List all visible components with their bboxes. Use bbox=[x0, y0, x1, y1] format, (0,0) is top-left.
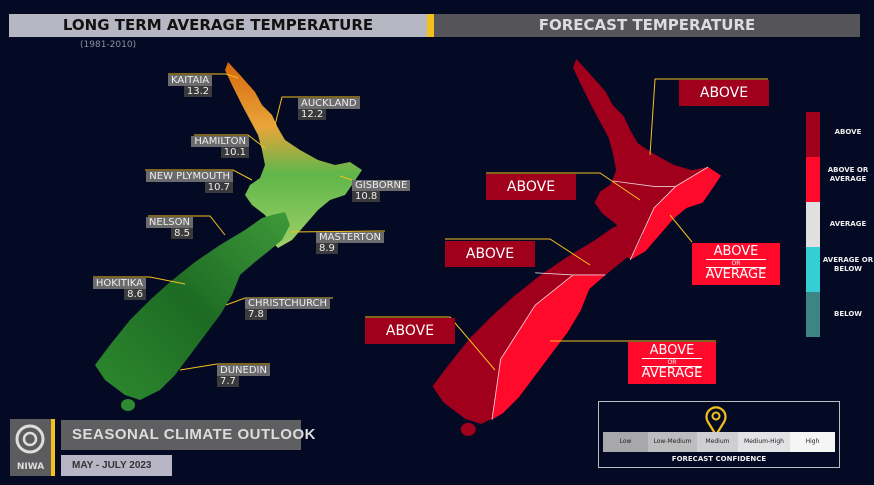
legend-swatch-average bbox=[806, 202, 820, 247]
city-name: NEW PLYMOUTH bbox=[146, 171, 233, 182]
north-island bbox=[225, 62, 362, 248]
forecast-label-east-south-island: ABOVE OR AVERAGE bbox=[628, 342, 716, 384]
city-value: 8.9 bbox=[316, 243, 338, 254]
right-title: FORECAST TEMPERATURE bbox=[434, 14, 860, 37]
city-name: AUCKLAND bbox=[298, 98, 360, 109]
city-value: 8.5 bbox=[171, 228, 193, 239]
ltat-map bbox=[95, 62, 362, 411]
title-divider bbox=[427, 14, 434, 37]
city-name: DUNEDIN bbox=[217, 365, 270, 376]
confidence-title: FORECAST CONFIDENCE bbox=[671, 455, 767, 463]
forecast-confidence: Low Low-Medium Medium Medium-High High F… bbox=[598, 401, 840, 468]
forecast-label-north: ABOVE bbox=[679, 80, 769, 106]
legend-swatch-below bbox=[806, 292, 820, 337]
confidence-high: High bbox=[790, 432, 835, 452]
forecast-map bbox=[432, 58, 721, 436]
city-label-nelson: NELSON 8.5 bbox=[145, 217, 193, 239]
city-label-hokitika: HOKITIKA 8.6 bbox=[92, 278, 146, 300]
left-title: LONG TERM AVERAGE TEMPERATURE bbox=[9, 14, 427, 37]
confidence-low-medium: Low-Medium bbox=[648, 432, 697, 452]
confidence-medium: Medium bbox=[697, 432, 738, 452]
legend-colorbar bbox=[806, 112, 820, 337]
legend-swatch-average-or-below bbox=[806, 247, 820, 292]
city-value: 13.2 bbox=[183, 86, 213, 97]
city-name: MASTERTON bbox=[316, 232, 384, 243]
city-label-hamilton: HAMILTON 10.1 bbox=[191, 136, 249, 158]
niwa-swirl-icon bbox=[15, 424, 45, 454]
forecast-label-east-north-island: ABOVE OR AVERAGE bbox=[692, 243, 780, 285]
city-value: 7.8 bbox=[245, 309, 267, 320]
forecast-label-north-south-island: ABOVE bbox=[445, 241, 535, 267]
label-top: ABOVE bbox=[649, 343, 695, 358]
legend-swatch-above bbox=[806, 112, 820, 157]
label-or: OR bbox=[642, 358, 702, 367]
legend-swatch-above-or-average bbox=[806, 157, 820, 202]
city-value: 10.8 bbox=[352, 191, 381, 202]
city-value: 10.1 bbox=[220, 147, 249, 158]
legend-label: AVERAGE bbox=[829, 220, 867, 228]
city-name: HAMILTON bbox=[191, 136, 249, 147]
legend-label: BELOW bbox=[834, 310, 862, 318]
south-island-east-forecast bbox=[492, 274, 606, 420]
city-label-gisborne: GISBORNE 10.8 bbox=[352, 180, 411, 202]
city-name: GISBORNE bbox=[352, 180, 411, 191]
confidence-low: Low bbox=[603, 432, 648, 452]
map-pin-icon bbox=[705, 406, 727, 437]
north-island-east-forecast bbox=[630, 166, 721, 260]
stewart-island bbox=[121, 399, 135, 411]
city-name: HOKITIKA bbox=[92, 278, 146, 289]
forecast-label-central-north: ABOVE bbox=[486, 174, 576, 200]
city-name: KAITAIA bbox=[168, 75, 213, 86]
logo-text: NIWA bbox=[16, 462, 45, 472]
label-or: OR bbox=[706, 259, 766, 268]
confidence-medium-high: Medium-High bbox=[738, 432, 790, 452]
outlook-title: SEASONAL CLIMATE OUTLOOK bbox=[61, 420, 315, 450]
city-value: 8.6 bbox=[124, 289, 146, 300]
label-bottom: AVERAGE bbox=[641, 366, 703, 381]
south-island bbox=[95, 212, 290, 400]
leader-lines bbox=[93, 73, 768, 371]
city-name: NELSON bbox=[145, 217, 193, 228]
city-value: 12.2 bbox=[298, 109, 327, 120]
city-label-new-plymouth: NEW PLYMOUTH 10.7 bbox=[145, 171, 233, 193]
legend-label: ABOVE bbox=[834, 128, 862, 136]
city-label-auckland: AUCKLAND 12.2 bbox=[298, 98, 360, 120]
niwa-logo: NIWA bbox=[10, 419, 51, 476]
city-value: 10.7 bbox=[204, 182, 233, 193]
city-label-christchurch: CHRISTCHURCH 7.8 bbox=[245, 298, 331, 320]
confidence-scale: Low Low-Medium Medium Medium-High High bbox=[603, 432, 835, 452]
legend-label: AVERAGE OR BELOW bbox=[822, 256, 874, 273]
outlook-period: MAY - JULY 2023 bbox=[61, 455, 172, 476]
forecast-label-west-south-island: ABOVE bbox=[365, 318, 455, 344]
city-value: 7.7 bbox=[217, 376, 239, 387]
city-name: CHRISTCHURCH bbox=[245, 298, 331, 309]
label-top: ABOVE bbox=[713, 244, 759, 259]
city-label-masterton: MASTERTON 8.9 bbox=[316, 232, 384, 254]
logo-divider bbox=[51, 419, 55, 476]
city-label-kaitaia: KAITAIA 13.2 bbox=[168, 75, 213, 97]
label-bottom: AVERAGE bbox=[705, 267, 767, 282]
city-label-dunedin: DUNEDIN 7.7 bbox=[217, 365, 270, 387]
left-subtitle: (1981-2010) bbox=[80, 40, 137, 50]
legend-label: ABOVE OR AVERAGE bbox=[827, 166, 869, 183]
